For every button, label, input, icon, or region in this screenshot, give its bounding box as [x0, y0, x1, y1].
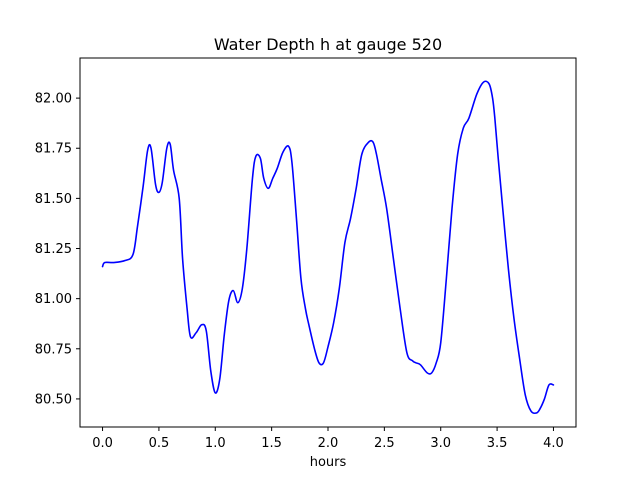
x-tick-label: 1.5 — [261, 436, 282, 451]
y-tick-label: 81.00 — [35, 292, 72, 307]
y-tick-label: 80.50 — [35, 392, 72, 407]
series-line — [101, 80, 555, 415]
x-tick-label: 2.5 — [374, 436, 395, 451]
x-tick-label: 4.0 — [543, 436, 564, 451]
x-tick-label: 3.5 — [487, 436, 508, 451]
y-tick-label: 81.25 — [35, 242, 72, 257]
x-tick-label: 0.5 — [149, 436, 170, 451]
x-tick-label: 0.0 — [92, 436, 113, 451]
y-tick-label: 81.75 — [35, 142, 72, 157]
y-axis: 80.50 80.75 81.00 81.25 81.50 81.75 82.00 — [35, 92, 80, 407]
y-tick-label: 80.75 — [35, 342, 72, 357]
x-tick-label: 3.0 — [430, 436, 451, 451]
x-axis: 0.0 0.5 1.0 1.5 2.0 2.5 3.0 3.5 4.0 — [92, 427, 564, 451]
y-tick-label: 82.00 — [35, 92, 72, 107]
x-axis-label: hours — [310, 455, 347, 470]
chart-title: Water Depth h at gauge 520 — [214, 35, 442, 54]
x-tick-label: 1.0 — [205, 436, 226, 451]
y-tick-label: 81.50 — [35, 192, 72, 207]
x-tick-label: 2.0 — [318, 436, 339, 451]
